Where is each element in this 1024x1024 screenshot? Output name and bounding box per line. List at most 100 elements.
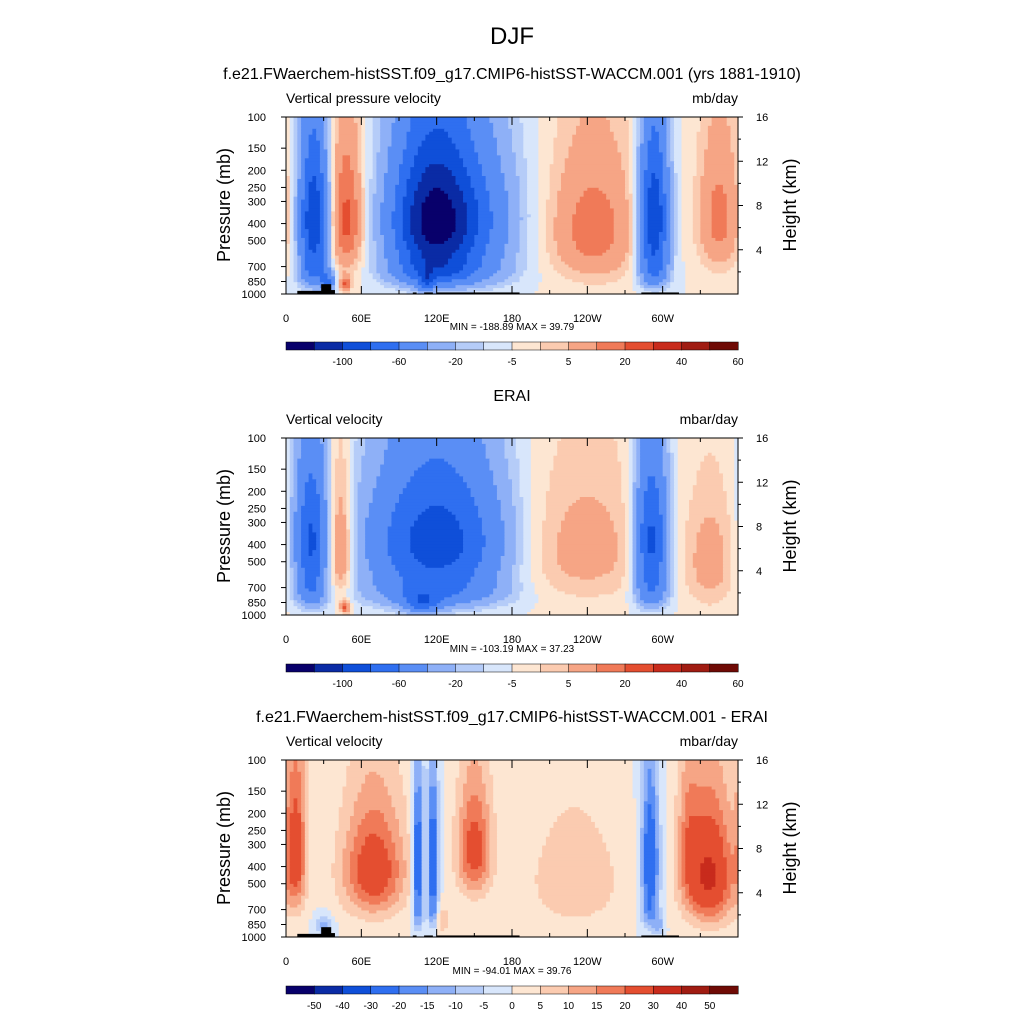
- contour-cell: [319, 600, 329, 604]
- contour-cell: [327, 264, 332, 269]
- contour-cell: [466, 170, 483, 174]
- contour-cell: [331, 140, 336, 145]
- contour-cell: [640, 276, 645, 280]
- contour-cell: [440, 187, 460, 192]
- contour-cell: [670, 603, 679, 607]
- contour-cell: [685, 276, 739, 280]
- contour-cell: [628, 499, 634, 504]
- contour-cell: [681, 173, 698, 177]
- contour-cell: [289, 485, 295, 489]
- contour-cell: [365, 190, 370, 195]
- contour-cell: [297, 564, 302, 569]
- contour-cell: [331, 564, 336, 569]
- contour-cell: [353, 550, 359, 554]
- contour-cell: [350, 440, 355, 445]
- colorbar-label: 5: [566, 357, 572, 368]
- contour-cell: [361, 155, 366, 159]
- contour-cell: [387, 161, 404, 165]
- contour-cell: [519, 567, 532, 572]
- contour-cell: [681, 187, 694, 192]
- contour-cell: [304, 579, 317, 584]
- contour-cell: [636, 173, 641, 177]
- contour-cell: [704, 152, 735, 156]
- contour-cell: [636, 176, 641, 180]
- contour-cell: [670, 558, 675, 563]
- contour-cell: [530, 567, 543, 572]
- contour-cell: [410, 261, 426, 266]
- contour-cell: [527, 220, 539, 224]
- contour-cell: [429, 458, 445, 463]
- contour-cell: [334, 582, 347, 587]
- contour-cell: [380, 131, 393, 136]
- contour-cell: [410, 288, 419, 292]
- contour-cell: [553, 137, 573, 142]
- contour-cell: [346, 479, 351, 483]
- x-tick-label: 180: [503, 313, 521, 325]
- contour-cell: [289, 143, 295, 148]
- contour-cell: [711, 122, 728, 127]
- contour-cell: [466, 585, 498, 590]
- contour-cell: [549, 164, 566, 168]
- contour-cell: [598, 499, 622, 504]
- contour-cell: [289, 208, 295, 212]
- contour-cell: [666, 597, 671, 601]
- contour-cell: [519, 276, 543, 280]
- contour-cell: [410, 276, 423, 280]
- contour-cell: [466, 217, 479, 221]
- contour-cell: [410, 532, 464, 536]
- colorbar-swatch: [540, 663, 570, 673]
- contour-cell: [447, 134, 472, 139]
- contour-cell: [481, 264, 502, 269]
- contour-cell: [666, 538, 671, 542]
- contour-cell: [632, 458, 637, 463]
- contour-cell: [549, 184, 562, 189]
- contour-cell: [500, 564, 513, 569]
- contour-cell: [391, 137, 408, 142]
- contour-cell: [636, 603, 641, 607]
- contour-cell: [636, 523, 641, 528]
- contour-cell: [414, 193, 430, 198]
- contour-cell: [651, 246, 660, 251]
- contour-cell: [538, 246, 547, 251]
- contour-cell: [365, 119, 374, 124]
- contour-cell: [677, 564, 686, 569]
- contour-cell: [640, 243, 645, 248]
- contour-cell: [500, 158, 517, 162]
- contour-cell: [640, 440, 664, 445]
- contour-cell: [402, 606, 415, 610]
- contour-cell: [673, 240, 679, 245]
- contour-cell: [350, 564, 355, 569]
- contour-cell: [376, 264, 389, 269]
- contour-cell: [496, 146, 513, 151]
- contour-cell: [289, 117, 295, 121]
- contour-cell: [643, 190, 649, 195]
- contour-cell: [331, 125, 336, 130]
- contour-cell: [704, 246, 735, 251]
- contour-cell: [647, 544, 656, 548]
- contour-cell: [670, 564, 675, 569]
- contour-cell: [519, 570, 532, 575]
- contour-cell: [685, 264, 705, 269]
- contour-cell: [632, 576, 637, 581]
- contour-cell: [331, 208, 336, 212]
- contour-cell: [331, 170, 336, 174]
- contour-cell: [515, 535, 524, 539]
- contour-cell: [455, 514, 479, 519]
- contour-cell: [331, 461, 336, 466]
- contour-cell: [289, 597, 295, 601]
- contour-cell: [286, 470, 291, 474]
- contour-cell: [338, 176, 355, 180]
- contour-cell: [579, 270, 611, 274]
- contour-cell: [515, 520, 524, 525]
- colorbar-swatch: [483, 663, 513, 673]
- colorbar-label: -20: [448, 357, 463, 368]
- contour-cell: [429, 594, 453, 598]
- contour-cell: [545, 217, 555, 221]
- contour-cell: [538, 217, 547, 221]
- contour-cell: [376, 279, 385, 283]
- contour-cell: [640, 438, 664, 442]
- contour-cell: [662, 473, 671, 477]
- contour-cell: [651, 243, 660, 248]
- contour-cell: [331, 258, 336, 263]
- contour-cell: [647, 226, 664, 230]
